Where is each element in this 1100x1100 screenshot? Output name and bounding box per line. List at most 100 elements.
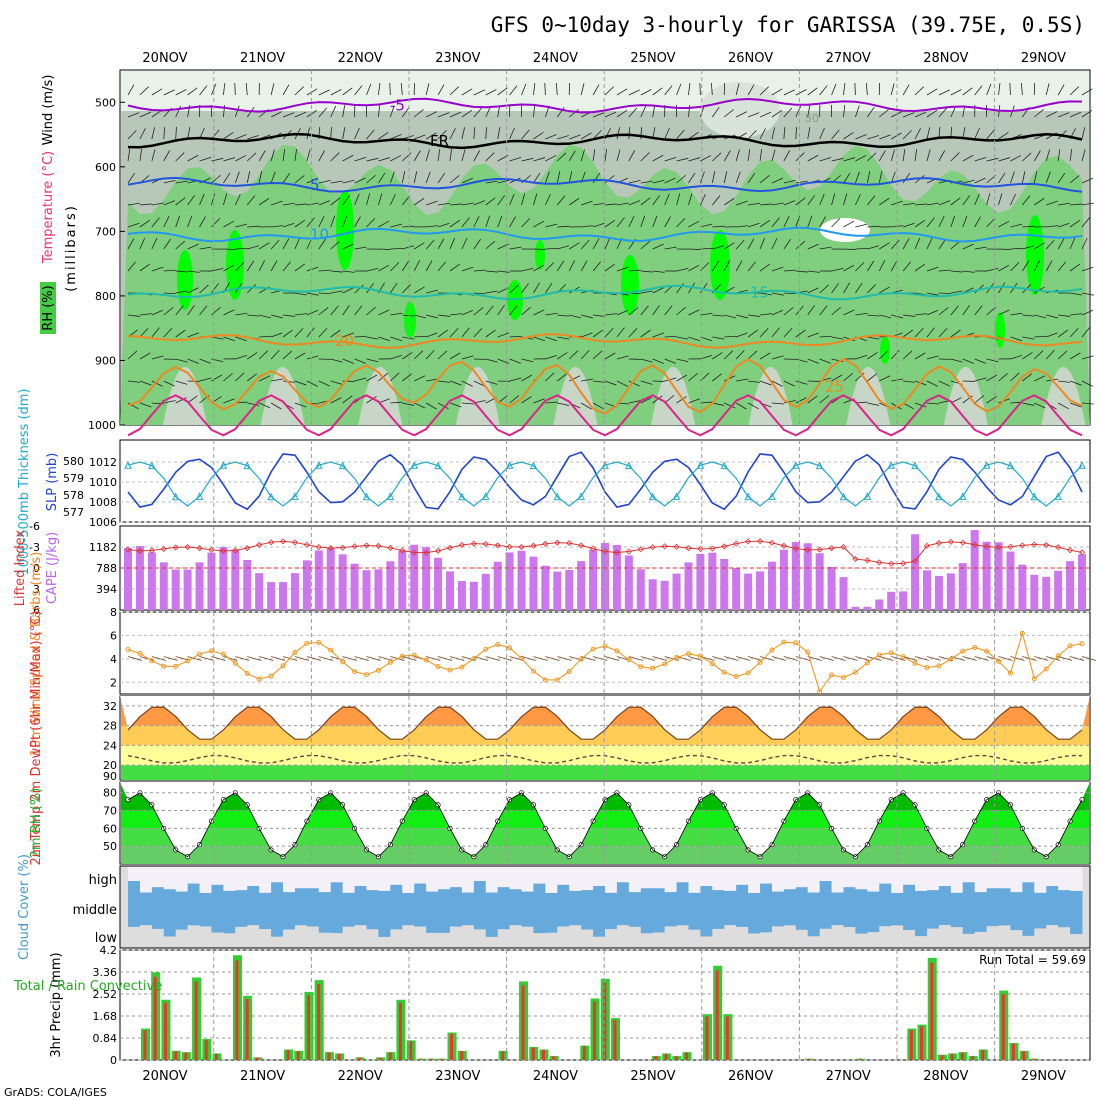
cloud-low <box>700 936 713 947</box>
wind-barb <box>1010 336 1022 342</box>
wind-barb <box>640 397 652 404</box>
wind-barb <box>962 270 975 273</box>
wind-barb <box>867 245 880 250</box>
wind-barb <box>461 266 474 272</box>
wind-barb <box>795 105 802 118</box>
wind-barb <box>557 402 570 406</box>
wind-barb <box>652 105 656 118</box>
wind-barb <box>270 402 282 410</box>
wind-barb <box>628 200 641 206</box>
wind-barb <box>245 83 248 96</box>
wind-barb <box>235 355 247 360</box>
wind-barb <box>247 373 257 382</box>
li-marker <box>900 560 907 567</box>
wind-barb <box>557 352 568 360</box>
wind-barb <box>199 358 211 364</box>
wind-barb <box>163 238 171 250</box>
wind-barb <box>592 130 602 140</box>
cloud-low <box>652 932 666 947</box>
cloud-middle <box>485 893 499 919</box>
wind-barb <box>1069 86 1080 96</box>
wind10m-line <box>127 631 1083 693</box>
wind-barb <box>258 242 270 250</box>
wind-barb <box>759 128 766 140</box>
cloud-middle <box>1010 893 1023 919</box>
wind-barb <box>497 195 506 206</box>
isotherm-label: -5 <box>390 97 405 115</box>
wind-barb <box>151 88 163 96</box>
wind-barb <box>688 248 701 250</box>
wind-barb <box>628 307 639 316</box>
wind-barb <box>270 349 280 360</box>
wind-barb <box>962 154 974 162</box>
wind-barb <box>414 314 426 319</box>
cloud-low <box>1010 930 1023 947</box>
cloud-high <box>378 867 391 891</box>
cloud-low-fill <box>1022 919 1035 936</box>
wind-barb <box>759 263 771 272</box>
li-marker <box>661 543 668 550</box>
wind-barb <box>139 203 152 206</box>
rh-legend-swatch <box>40 282 56 334</box>
li-marker <box>160 545 167 552</box>
cape-bar <box>839 577 848 610</box>
wind-barb <box>986 83 992 96</box>
wind-barb <box>342 332 355 338</box>
wind-barb <box>592 238 600 250</box>
wind-barb <box>783 238 792 250</box>
wind-barb <box>139 352 151 360</box>
wind-barb <box>652 195 661 206</box>
rh-dry-pocket <box>748 366 793 425</box>
cloud-low <box>1058 927 1071 947</box>
wind10m-marker <box>709 661 715 667</box>
wind-barb <box>712 402 725 406</box>
bottom-day-label: 29NOV <box>1021 1069 1066 1084</box>
wind-barb <box>533 193 538 206</box>
wind10m-barb <box>1010 656 1025 661</box>
wind-barb <box>390 247 403 250</box>
wind-barb <box>759 352 771 360</box>
wind-barb <box>580 349 590 360</box>
precip-convective-bar <box>388 1052 392 1060</box>
wind-barb <box>354 305 363 316</box>
wind-barb <box>771 402 784 405</box>
cloud-low-fill <box>342 919 356 927</box>
wind-barb <box>628 179 641 184</box>
wind-barb <box>676 129 685 140</box>
wind-barb <box>294 352 306 360</box>
precip-convective-bar <box>664 1053 668 1060</box>
wind-barb <box>425 132 437 140</box>
precip-convective-bar <box>215 1053 219 1060</box>
precip-convective-bar <box>593 1001 597 1060</box>
wind-barb <box>306 309 319 316</box>
wind-barb <box>151 149 156 162</box>
cloud-high <box>700 867 713 887</box>
wind-barb <box>270 332 283 338</box>
wind-barb <box>831 157 844 162</box>
wind10m-barb <box>974 656 989 661</box>
wind-barb <box>890 239 900 250</box>
cape-tick-label: 394 <box>96 583 117 596</box>
wind-barb <box>378 172 386 184</box>
li-marker <box>470 540 477 547</box>
li-marker <box>1043 541 1050 549</box>
cloud-middle <box>879 893 892 919</box>
cloud-high <box>891 867 904 893</box>
wind-barb <box>974 193 980 206</box>
wind-barb <box>318 89 330 96</box>
cloud-high <box>736 867 749 885</box>
wind-barb <box>676 157 689 162</box>
wind-barb <box>199 246 212 250</box>
wind-barb <box>1046 225 1059 228</box>
wind-barb <box>986 218 996 228</box>
precip-convective-bar <box>204 1040 208 1060</box>
wind-barb <box>318 307 329 316</box>
precip-tick-label: 2.52 <box>93 988 118 1001</box>
wind-barb <box>390 134 402 140</box>
wind-barb <box>783 107 793 118</box>
wind-barb <box>223 309 235 316</box>
wind-barb <box>294 292 307 296</box>
wind-barb <box>294 175 305 184</box>
cape-bar <box>231 549 240 610</box>
cloud-low-fill <box>855 919 868 934</box>
